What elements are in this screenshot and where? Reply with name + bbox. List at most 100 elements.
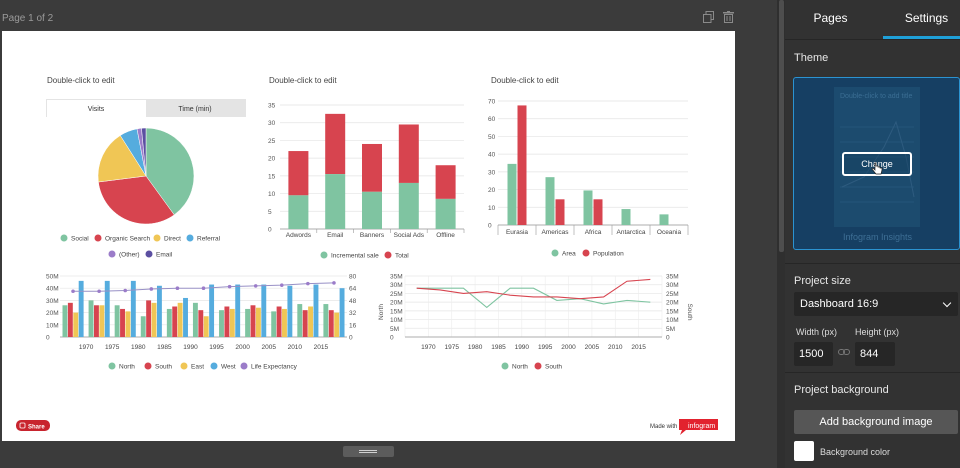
- project-size-select[interactable]: Dashboard 16:9: [794, 292, 958, 316]
- tab-settings[interactable]: Settings: [883, 0, 960, 39]
- bar-east: [125, 311, 131, 337]
- bar-east: [151, 302, 157, 337]
- bar-south: [67, 302, 73, 337]
- y-tick-label: 60: [488, 116, 496, 123]
- bar-east: [203, 316, 209, 337]
- legend-label: North: [119, 364, 135, 371]
- x-tick-label: 1995: [538, 344, 553, 351]
- legend-label: Life Expectancy: [251, 364, 298, 371]
- tab-time-label[interactable]: Time (min): [178, 106, 211, 113]
- pie-slice: [98, 175, 175, 225]
- bar-north: [297, 304, 303, 337]
- bar-south: [93, 305, 99, 337]
- grouped-bar-widget[interactable]: Double-click to edit 70 60 50 40 30 20 10 0 Eura…: [488, 76, 689, 258]
- canvas-resize-handle[interactable]: [343, 446, 394, 457]
- bar-total: [325, 113, 346, 175]
- legend-marker: [582, 249, 590, 257]
- x-tick-label: 2000: [235, 344, 250, 351]
- width-input[interactable]: 1500: [794, 342, 833, 366]
- category-label: Adwords: [286, 232, 312, 239]
- legend-marker: [153, 234, 161, 242]
- editor-area: Page 1 of 2 Double-click to edit Visits …: [2, 11, 735, 457]
- legend-marker: [534, 362, 542, 370]
- infographic-canvas[interactable]: Double-click to edit Visits Time (min) S…: [2, 31, 735, 441]
- y-tick-label: 10M: [390, 317, 403, 324]
- height-input[interactable]: 844: [855, 342, 895, 366]
- y-axis-label-north: North: [378, 304, 385, 320]
- bar-east: [282, 308, 287, 337]
- x-tick-label: 1980: [468, 344, 483, 351]
- made-with-label: Made with: [650, 424, 677, 430]
- bar-north: [271, 311, 277, 337]
- x-tick-label: 1985: [491, 344, 506, 351]
- add-background-image-button[interactable]: Add background image: [794, 410, 958, 434]
- link-icon[interactable]: [838, 348, 850, 356]
- y-tick-label: 0: [390, 335, 394, 342]
- duplicate-page-icon[interactable]: [703, 11, 714, 23]
- bar-east: [334, 312, 340, 337]
- tab-visits[interactable]: [47, 100, 146, 117]
- bar-population: [593, 199, 603, 225]
- bar-north: [166, 308, 172, 337]
- y2-tick-label: 48: [349, 298, 357, 305]
- legend-marker: [210, 362, 218, 370]
- x-tick-label: 2015: [631, 344, 646, 351]
- project-background-heading: Project background: [794, 384, 889, 396]
- legend-label: Incremental sale: [331, 253, 379, 260]
- stacked-bar-widget[interactable]: Double-click to edit 35 30 25 20 15 10 5 0 Adwor…: [268, 76, 465, 260]
- bar-west: [156, 285, 162, 337]
- combo-chart-widget[interactable]: 50M 80 40M 64 30M 48 20M 32 10M 16 0 0 1970 1975 1980 1…: [46, 274, 357, 371]
- legend-marker: [108, 250, 116, 258]
- bar-total: [398, 124, 419, 183]
- bar-area: [545, 177, 555, 225]
- page-label: Page 1 of 2: [2, 13, 54, 24]
- change-theme-button[interactable]: Change: [842, 152, 912, 176]
- y2-tick-label: 5M: [666, 326, 675, 333]
- bar-total: [435, 165, 456, 199]
- y2-tick-label: 0: [666, 335, 670, 342]
- chevron-down-icon: [942, 298, 952, 308]
- x-tick-label: 2000: [561, 344, 576, 351]
- bar-west: [287, 285, 293, 337]
- height-label: Height (px): [855, 327, 900, 337]
- pie-chart-widget[interactable]: Double-click to edit Visits Time (min) S…: [46, 76, 246, 259]
- infogram-logo[interactable]: infogram: [679, 419, 718, 435]
- scrollbar-thumb[interactable]: [779, 0, 784, 252]
- theme-card[interactable]: Double-click to add title Change Infogra…: [793, 77, 960, 250]
- y-tick-label: 30: [488, 169, 496, 176]
- bar-west: [235, 284, 241, 337]
- background-color-swatch[interactable]: [794, 441, 814, 461]
- y-tick-label: 5M: [390, 326, 399, 333]
- delete-page-icon[interactable]: [723, 11, 734, 23]
- bar-incremental-sale: [325, 174, 346, 229]
- bar-area: [583, 190, 593, 225]
- category-label: Africa: [585, 229, 602, 236]
- y-tick-label: 15M: [390, 308, 403, 315]
- tab-pages[interactable]: Pages: [813, 11, 848, 25]
- south-line: [416, 278, 651, 300]
- y-axis-label-south: South: [686, 304, 693, 321]
- category-label: Oceania: [657, 229, 682, 236]
- legend-marker: [145, 250, 153, 258]
- y-tick-label: 10: [488, 205, 496, 212]
- bar-east: [255, 307, 261, 337]
- y-tick-label: 25M: [390, 291, 403, 298]
- bar-east: [177, 302, 183, 337]
- y-tick-label: 25: [268, 138, 276, 145]
- bar-area: [621, 209, 631, 225]
- x-tick-label: 1975: [444, 344, 459, 351]
- legend-label: Referral: [197, 236, 221, 243]
- bar-incremental-sale: [362, 191, 382, 229]
- y-tick-label: 50: [488, 134, 496, 141]
- legend-label: Social: [71, 236, 89, 243]
- category-label: Banners: [360, 232, 385, 239]
- theme-name: Infogram Insights: [842, 232, 913, 242]
- bar-population: [555, 199, 565, 225]
- grouped-chart-title: Double-click to edit: [491, 76, 559, 85]
- legend-label: Total: [395, 253, 409, 260]
- bar-west: [261, 284, 267, 337]
- share-button[interactable]: Share: [16, 420, 50, 431]
- y-tick-label: 0: [488, 223, 492, 230]
- bar-west: [78, 280, 84, 337]
